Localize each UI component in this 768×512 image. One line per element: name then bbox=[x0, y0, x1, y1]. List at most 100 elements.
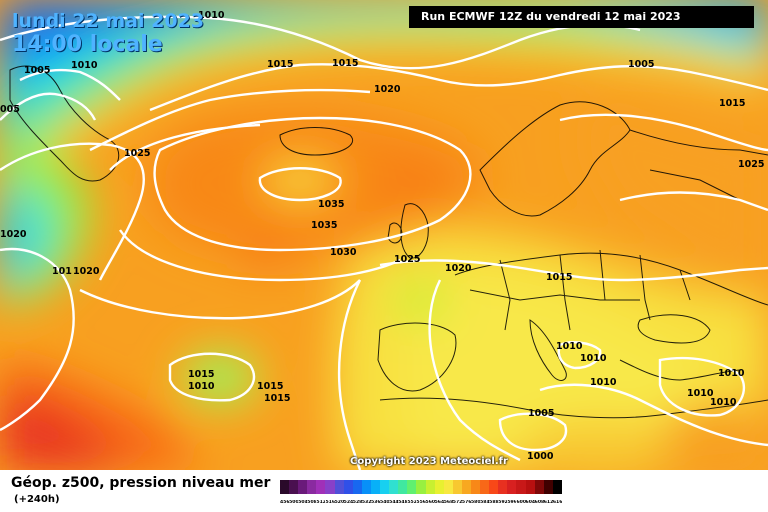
legend-swatch bbox=[534, 480, 544, 494]
legend-swatch bbox=[452, 480, 462, 494]
legend-value: 508 bbox=[307, 500, 317, 505]
isobar-label: 1015 bbox=[257, 381, 283, 392]
legend-swatch bbox=[289, 480, 299, 494]
isobar-label: 101 bbox=[52, 266, 72, 277]
isobars bbox=[0, 15, 768, 470]
legend-swatch bbox=[389, 480, 399, 494]
footer-title: Géop. z500, pression niveau mer bbox=[11, 475, 271, 491]
legend-value: 564 bbox=[434, 500, 444, 505]
forecast-time: 14:00 locale bbox=[12, 32, 163, 57]
isobar-label: 1020 bbox=[0, 229, 27, 240]
legend-value: 612 bbox=[543, 500, 553, 505]
legend-value: 456 bbox=[280, 500, 290, 505]
legend-value: 540 bbox=[380, 500, 390, 505]
isobar-label: 1015 bbox=[332, 58, 358, 69]
isobar-label: 1035 bbox=[311, 220, 337, 231]
legend-swatch bbox=[361, 480, 371, 494]
legend-swatch bbox=[507, 480, 517, 494]
legend-value: 604 bbox=[525, 500, 535, 505]
legend-swatch bbox=[370, 480, 381, 494]
legend-value: 548 bbox=[398, 500, 408, 505]
legend-value: 504 bbox=[298, 500, 308, 505]
legend-value: 516 bbox=[325, 500, 335, 505]
legend-value: 580 bbox=[470, 500, 481, 505]
color-legend bbox=[280, 480, 562, 494]
legend-swatch bbox=[434, 480, 444, 494]
isobar-label: 1010 bbox=[188, 381, 215, 392]
isobar-label: 1015 bbox=[188, 369, 214, 380]
legend-swatch bbox=[307, 480, 317, 494]
legend-value: 596 bbox=[507, 500, 517, 505]
legend-value: 592 bbox=[498, 500, 508, 505]
legend-value: 560 bbox=[425, 500, 435, 505]
isobar-label: 1010 bbox=[71, 60, 98, 71]
isobar-label: 005 bbox=[0, 104, 20, 115]
legend-swatch bbox=[407, 480, 417, 494]
isobar-label: 1010 bbox=[580, 353, 607, 364]
legend-swatch bbox=[443, 480, 453, 494]
footer-subtitle: (+240h) bbox=[14, 494, 60, 505]
isobar-label: 1020 bbox=[73, 266, 100, 277]
legend-swatch bbox=[516, 480, 526, 494]
copyright: Copyright 2023 Meteociel.fr bbox=[350, 456, 508, 467]
legend-value: 528 bbox=[352, 500, 362, 505]
legend-value: 520 bbox=[334, 500, 344, 505]
legend-value: 584 bbox=[480, 500, 490, 505]
legend-value: 608 bbox=[534, 500, 544, 505]
run-info: Run ECMWF 12Z du vendredi 12 mai 2023 bbox=[409, 6, 754, 28]
forecast-date: lundi 22 mai 2023 bbox=[12, 10, 204, 32]
legend-value: 600 bbox=[516, 500, 526, 505]
isobar-label: 1015 bbox=[264, 393, 290, 404]
legend-swatch bbox=[380, 480, 390, 494]
isobar-label: 1010 bbox=[687, 388, 714, 399]
isobar-label: 1025 bbox=[394, 254, 420, 265]
isobar-label: 1020 bbox=[445, 263, 472, 274]
isobar-label: 1025 bbox=[738, 159, 764, 170]
legend-value: 556 bbox=[416, 500, 426, 505]
isobar-label: 1030 bbox=[330, 247, 357, 258]
isobar-label: 1000 bbox=[527, 451, 554, 462]
legend-swatch bbox=[352, 480, 362, 494]
isobar-label: 1010 bbox=[718, 368, 745, 379]
legend-value: 616 bbox=[552, 500, 562, 505]
isobar-label: 1015 bbox=[719, 98, 745, 109]
isobar-label: 1005 bbox=[528, 408, 554, 419]
isobar-label: 1010 bbox=[556, 341, 583, 352]
isobar-label: 1010 bbox=[590, 377, 617, 388]
legend-swatch bbox=[280, 480, 290, 494]
legend-swatch bbox=[334, 480, 344, 494]
isobar-label: 1005 bbox=[24, 65, 50, 76]
legend-value: 552 bbox=[407, 500, 417, 505]
legend-value: 512 bbox=[316, 500, 326, 505]
isobar-label: 1035 bbox=[318, 199, 344, 210]
legend-swatch bbox=[480, 480, 490, 494]
legend-swatch bbox=[470, 480, 481, 494]
coastlines bbox=[9, 65, 768, 419]
legend-value: 532 bbox=[361, 500, 371, 505]
legend-swatch bbox=[543, 480, 553, 494]
isobar-label: 1010 bbox=[198, 10, 225, 21]
legend-value: 572 bbox=[452, 500, 462, 505]
legend-swatch bbox=[298, 480, 308, 494]
geopotential-field bbox=[0, 0, 768, 470]
legend-swatch bbox=[416, 480, 426, 494]
legend-swatch bbox=[552, 480, 562, 494]
legend-swatch bbox=[489, 480, 499, 494]
color-legend-labels: 456 500 504 508 512 516 520 524 528 532 536 540 544 5… bbox=[280, 500, 562, 505]
legend-value: 576 bbox=[461, 500, 471, 505]
legend-value: 524 bbox=[343, 500, 353, 505]
legend-swatch bbox=[461, 480, 471, 494]
legend-swatch bbox=[398, 480, 408, 494]
legend-value: 500 bbox=[289, 500, 299, 505]
isobar-label: 1025 bbox=[124, 148, 150, 159]
isobar-label: 1015 bbox=[267, 59, 293, 70]
legend-swatch bbox=[316, 480, 326, 494]
legend-value: 536 bbox=[370, 500, 381, 505]
isobar-label: 1010 bbox=[710, 397, 737, 408]
legend-swatch bbox=[343, 480, 353, 494]
isobar-label: 1020 bbox=[374, 84, 401, 95]
isobar-label: 1005 bbox=[628, 59, 654, 70]
legend-value: 588 bbox=[489, 500, 499, 505]
